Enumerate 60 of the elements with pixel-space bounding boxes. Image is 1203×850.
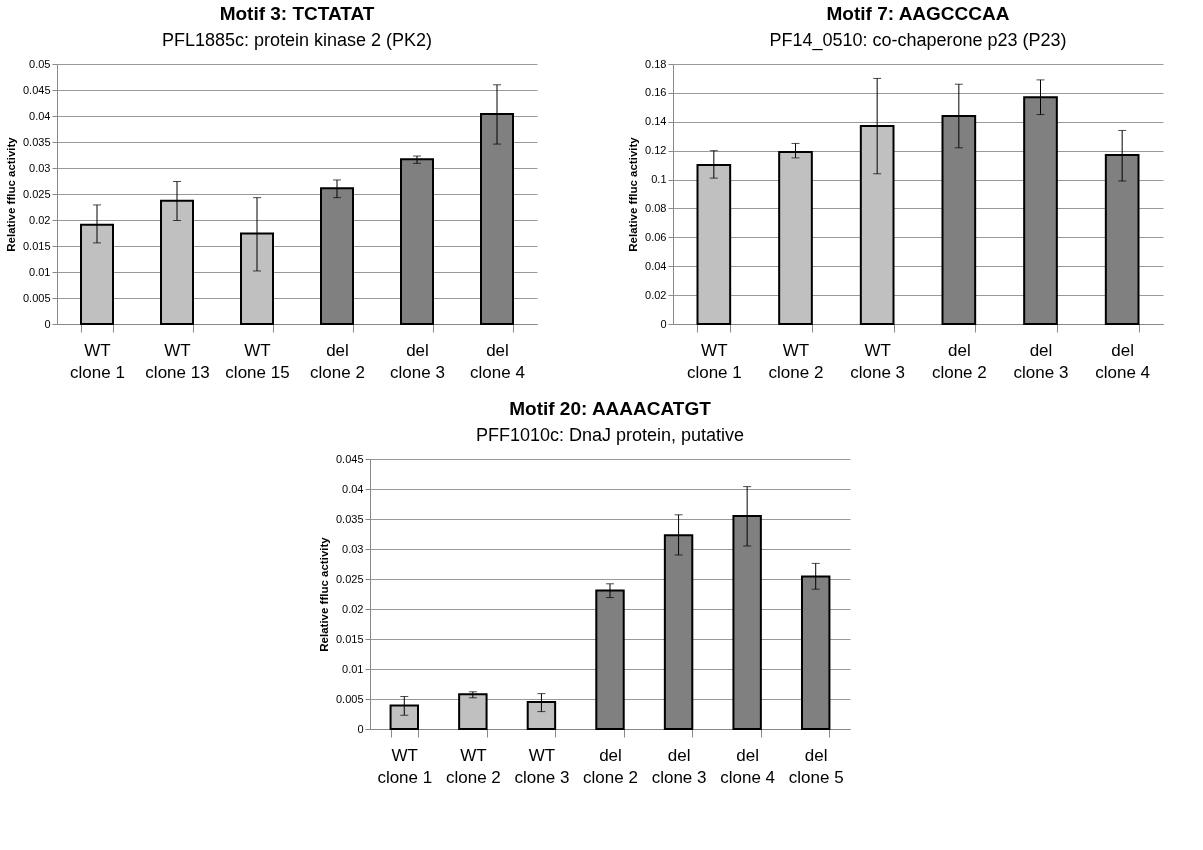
x-tick-label: WT clone 13 bbox=[145, 340, 210, 382]
y-tick-label: 0.12 bbox=[645, 144, 667, 157]
y-tick-label: 0.04 bbox=[645, 259, 667, 272]
x-tick-label: WT clone 3 bbox=[514, 745, 570, 787]
y-tick-label: 0.025 bbox=[335, 572, 364, 585]
y-tick-label: 0.015 bbox=[335, 632, 364, 645]
chart-subtitle: PFL1885c: protein kinase 2 (PK2) bbox=[161, 30, 433, 50]
y-tick-label: 0.02 bbox=[29, 213, 51, 226]
y-tick-label: 0.03 bbox=[29, 161, 51, 174]
x-tick-label: WT clone 1 bbox=[686, 340, 742, 382]
x-tick-label: del clone 3 bbox=[390, 340, 445, 382]
bar bbox=[458, 693, 488, 730]
x-tick-label: del clone 5 bbox=[788, 745, 844, 787]
x-tick-label: WT clone 15 bbox=[225, 340, 290, 382]
y-tick-label: 0.045 bbox=[22, 83, 51, 96]
x-tick-label: del clone 3 bbox=[651, 745, 707, 787]
chart-title: Motif 3: TCTATAT bbox=[219, 3, 375, 24]
y-tick-label: 0 bbox=[357, 722, 364, 735]
chart-subtitle: PF14_0510: co-chaperone p23 (P23) bbox=[769, 30, 1067, 51]
y-tick-label: 0.06 bbox=[645, 230, 667, 243]
y-tick-label: 0.14 bbox=[645, 115, 667, 128]
y-tick-label: 0.035 bbox=[22, 135, 51, 148]
x-tick-label: del clone 2 bbox=[931, 340, 987, 382]
y-tick-label: 0.08 bbox=[645, 201, 667, 214]
y-tick-label: 0.03 bbox=[342, 542, 364, 555]
x-tick-label: del clone 4 bbox=[1095, 340, 1151, 382]
x-tick-label: del clone 4 bbox=[720, 745, 776, 787]
chart-title: Motif 20: AAAACATGT bbox=[509, 398, 712, 419]
y-tick-label: 0.05 bbox=[29, 57, 51, 70]
y-tick-label: 0.1 bbox=[651, 173, 667, 186]
y-tick-label: 0.02 bbox=[342, 602, 364, 615]
x-tick-label: del clone 2 bbox=[583, 745, 638, 787]
y-tick-label: 0 bbox=[660, 317, 667, 330]
y-tick-label: 0.01 bbox=[29, 265, 51, 278]
y-tick-label: 0.04 bbox=[29, 109, 51, 122]
chart-subtitle: PFF1010c: DnaJ protein, putative bbox=[475, 425, 745, 445]
x-tick-label: WT clone 1 bbox=[70, 340, 125, 382]
y-tick-label: 0.045 bbox=[335, 452, 364, 465]
y-axis-title: Relative ffluc activity bbox=[627, 136, 640, 252]
y-tick-label: 0.16 bbox=[645, 86, 667, 99]
y-tick-label: 0.02 bbox=[645, 288, 667, 301]
y-tick-label: 0.015 bbox=[22, 239, 51, 252]
y-tick-label: 0 bbox=[44, 317, 51, 330]
chart-title: Motif 7: AAGCCCAA bbox=[826, 3, 1010, 24]
y-tick-label: 0.035 bbox=[335, 512, 364, 525]
y-tick-label: 0.005 bbox=[22, 291, 51, 304]
x-tick-label: WT clone 2 bbox=[768, 340, 824, 382]
y-tick-label: 0.025 bbox=[22, 187, 51, 200]
x-tick-label: WT clone 2 bbox=[445, 745, 501, 787]
x-tick-label: del clone 2 bbox=[310, 340, 365, 382]
x-tick-label: del clone 3 bbox=[1013, 340, 1069, 382]
y-axis-title: Relative ffluc activity bbox=[317, 536, 330, 652]
y-tick-label: 0.18 bbox=[645, 57, 667, 70]
y-tick-label: 0.01 bbox=[342, 662, 364, 675]
y-axis-title: Relative ffluc activity bbox=[4, 136, 17, 252]
x-tick-label: del clone 4 bbox=[470, 340, 525, 382]
y-tick-label: 0.04 bbox=[342, 482, 364, 495]
x-tick-label: WT clone 3 bbox=[850, 340, 906, 382]
x-tick-label: WT clone 1 bbox=[377, 745, 433, 787]
y-tick-label: 0.005 bbox=[335, 692, 364, 705]
